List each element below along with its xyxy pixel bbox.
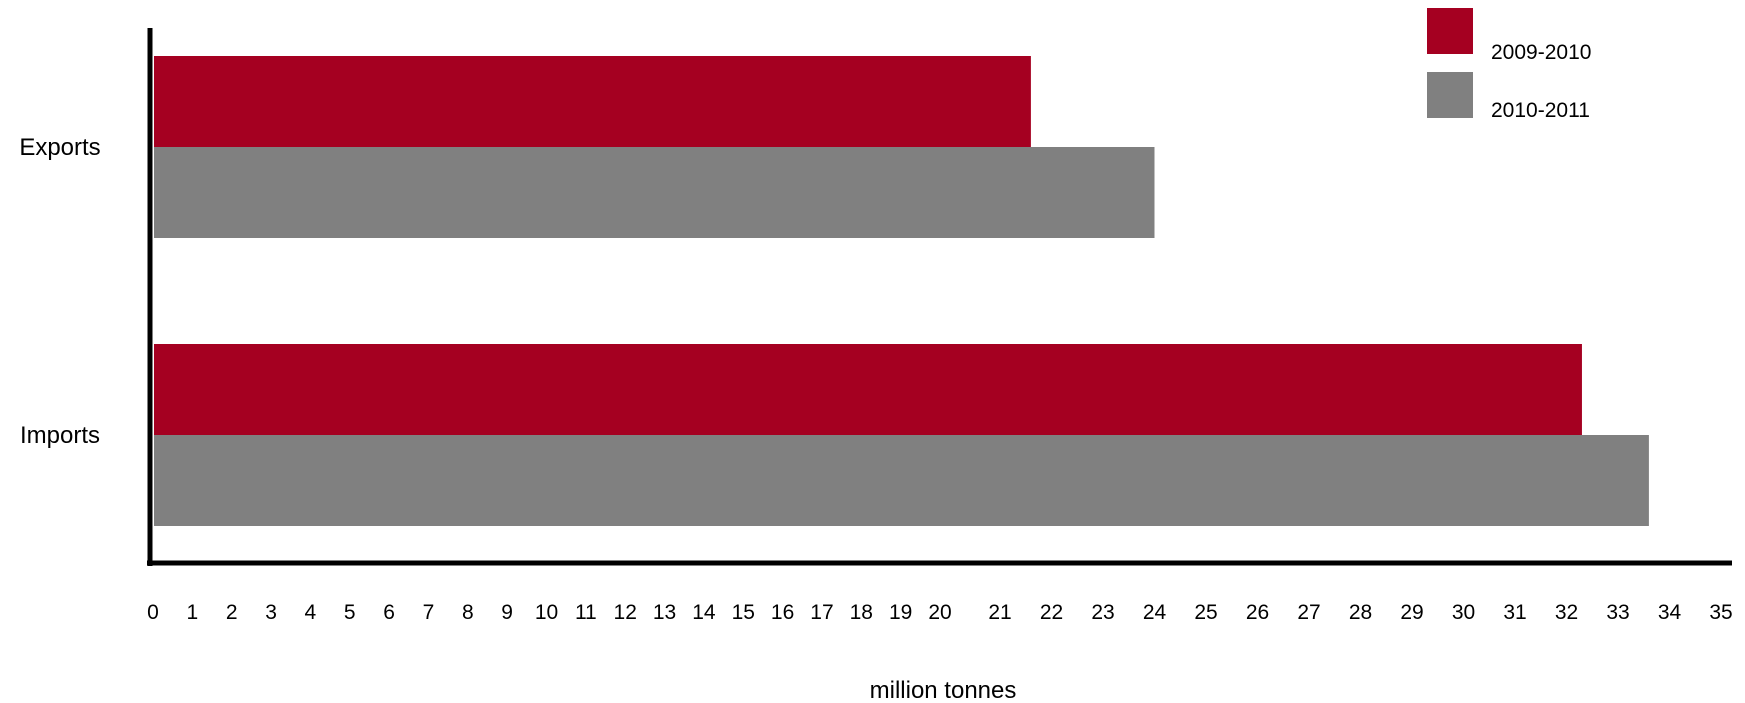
legend-swatch-2009-2010 bbox=[1427, 8, 1473, 54]
bar-imports-2010-2011 bbox=[154, 435, 1649, 526]
x-tick-label: 2 bbox=[226, 601, 238, 624]
x-tick-label: 16 bbox=[771, 601, 794, 624]
x-tick-label: 3 bbox=[265, 601, 277, 624]
x-tick-label: 7 bbox=[423, 601, 435, 624]
x-tick-label: 5 bbox=[344, 601, 356, 624]
category-label-imports: Imports bbox=[20, 422, 100, 449]
bar-exports-2009-2010 bbox=[154, 56, 1031, 147]
x-tick-label: 24 bbox=[1143, 601, 1167, 624]
x-tick-label: 1 bbox=[187, 601, 199, 624]
x-tick-label: 15 bbox=[732, 601, 755, 624]
category-label-exports: Exports bbox=[19, 134, 100, 161]
legend-label-2009-2010: 2009-2010 bbox=[1491, 41, 1591, 64]
x-tick-label: 23 bbox=[1091, 601, 1114, 624]
bar-exports-2010-2011 bbox=[154, 147, 1155, 238]
x-tick-label: 25 bbox=[1194, 601, 1217, 624]
x-tick-label: 9 bbox=[501, 601, 513, 624]
x-tick-label: 33 bbox=[1606, 601, 1629, 624]
x-tick-label: 6 bbox=[383, 601, 395, 624]
category-labels: Exports Imports bbox=[19, 134, 100, 449]
x-tick-label: 4 bbox=[305, 601, 317, 624]
x-tick-label: 27 bbox=[1297, 601, 1320, 624]
bar-imports-2009-2010 bbox=[154, 344, 1582, 435]
x-tick-label: 19 bbox=[889, 601, 912, 624]
x-tick-label: 11 bbox=[575, 601, 597, 624]
legend-swatch-2010-2011 bbox=[1427, 72, 1473, 118]
x-tick-label: 26 bbox=[1246, 601, 1269, 624]
bars-group bbox=[154, 56, 1649, 526]
legend: 2009-2010 2010-2011 bbox=[1427, 8, 1591, 122]
x-tick-label: 14 bbox=[692, 601, 716, 624]
x-tick-label: 20 bbox=[928, 601, 951, 624]
x-tick-labels: 0 1 2 3 4 5 6 7 8 9 10 11 12 13 14 15 16 17 18 19 20 21 22 23 24… bbox=[147, 601, 1733, 624]
x-tick-label: 35 bbox=[1709, 601, 1732, 624]
x-tick-label: 34 bbox=[1658, 601, 1682, 624]
x-tick-label: 30 bbox=[1452, 601, 1475, 624]
x-tick-label: 0 bbox=[147, 601, 159, 624]
x-tick-label: 18 bbox=[850, 601, 873, 624]
x-tick-label: 8 bbox=[462, 601, 474, 624]
x-tick-label: 17 bbox=[810, 601, 833, 624]
x-tick-label: 22 bbox=[1040, 601, 1063, 624]
x-tick-label: 10 bbox=[535, 601, 558, 624]
x-tick-label: 32 bbox=[1555, 601, 1578, 624]
x-tick-label: 28 bbox=[1349, 601, 1372, 624]
x-tick-label: 31 bbox=[1503, 601, 1526, 624]
x-tick-label: 21 bbox=[988, 601, 1011, 624]
legend-label-2010-2011: 2010-2011 bbox=[1491, 99, 1590, 122]
x-tick-label: 12 bbox=[614, 601, 637, 624]
x-tick-label: 29 bbox=[1400, 601, 1423, 624]
x-axis-title: million tonnes bbox=[870, 677, 1017, 703]
x-tick-label: 13 bbox=[653, 601, 676, 624]
